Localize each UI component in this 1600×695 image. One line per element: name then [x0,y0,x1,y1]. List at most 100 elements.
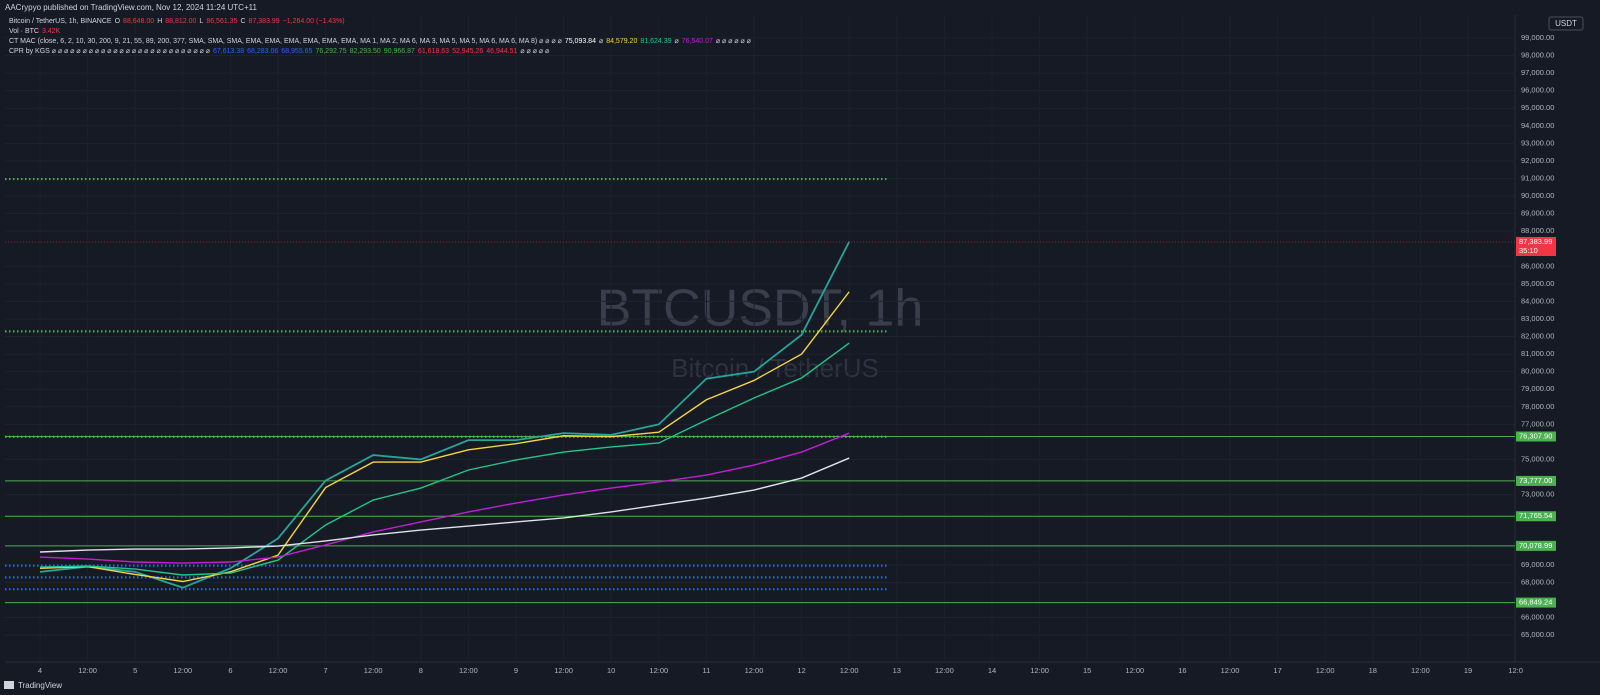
x-tick-label: 17 [1273,666,1281,675]
legend-value: ⌀ [598,38,604,45]
legend-line: CPR by KGS ⌀ ⌀ ⌀ ⌀ ⌀ ⌀ ⌀ ⌀ ⌀ ⌀ ⌀ ⌀ ⌀ ⌀ ⌀… [9,47,552,55]
y-tick-label: 75,000.00 [1521,454,1554,463]
y-tick-label: 82,000.00 [1521,332,1554,341]
y-tick-label: 73,000.00 [1521,490,1554,499]
last-price-label: 87,383.99 [1519,237,1552,246]
legend-value: L [199,18,204,25]
y-tick-label: 92,000.00 [1521,156,1554,165]
x-tick-label: 16 [1178,666,1186,675]
y-tick-label: 85,000.00 [1521,279,1554,288]
y-tick-label: 91,000.00 [1521,173,1554,182]
legend-value: 76,540.07 [681,38,713,45]
level-tag [1516,597,1556,608]
y-tick-label: 78,000.00 [1521,402,1554,411]
y-tick-label: 83,000.00 [1521,314,1554,323]
y-tick-label: 94,000.00 [1521,121,1554,130]
x-tick-label: 4 [38,666,42,675]
footer-logo [4,681,14,689]
currency-box[interactable] [1548,16,1584,31]
watermark-subtitle: Bitcoin / TetherUS [671,353,879,383]
y-tick-label: 90,000.00 [1521,191,1554,200]
x-tick-label: 19 [1464,666,1472,675]
y-tick-label: 84,000.00 [1521,296,1554,305]
x-tick-label: 6 [228,666,232,675]
level-tag-label: 71,765.54 [1519,511,1552,520]
x-tick-label: 12:00 [1030,666,1049,675]
x-tick-label: 12:00 [1125,666,1144,675]
y-tick-label: 99,000.00 [1521,33,1554,42]
x-tick-label: 12:00 [1221,666,1240,675]
x-tick-label: 12:00 [269,666,288,675]
legend-value: O [114,18,121,25]
x-tick-label: 12:00 [173,666,192,675]
x-tick-label: 12:00 [649,666,668,675]
y-tick-label: 65,000.00 [1521,630,1554,639]
watermark-title: BTCUSDT, 1h [597,280,924,338]
y-tick-label: 80,000.00 [1521,367,1554,376]
legend-value: −1,264.00 (−1.43%) [282,18,345,25]
currency[interactable]: USDT [1555,19,1577,28]
x-tick-label: 9 [514,666,518,675]
legend-value: 82,293.50 [349,47,381,55]
y-tick-label: 69,000.00 [1521,560,1554,569]
series-line [39,291,850,583]
x-tick-label: 12:00 [554,666,573,675]
y-tick-label: 68,000.00 [1521,577,1554,586]
countdown: 35:10 [1519,246,1538,255]
x-tick-label: 13 [893,666,901,675]
y-tick-label: 86,000.00 [1521,261,1554,270]
legend-value: 76,292.75 [315,47,347,55]
y-tick-label: 77,000.00 [1521,419,1554,428]
series-line [39,342,850,576]
x-tick-label: 12:00 [935,666,954,675]
x-tick-label: 12:00 [745,666,764,675]
level-tag [1516,475,1556,486]
legend-value: 87,383.99 [248,18,280,25]
legend-value: CPR by KGS ⌀ ⌀ ⌀ ⌀ ⌀ ⌀ ⌀ ⌀ ⌀ ⌀ ⌀ ⌀ ⌀ ⌀ ⌀… [9,47,210,55]
y-tick-label: 98,000.00 [1521,51,1554,60]
x-tick-label: 12:00 [78,666,97,675]
legend-value: 3.42K [41,27,61,35]
level-tag [1516,431,1556,442]
legend-value: 52,945.26 [452,47,484,55]
x-tick-label: 15 [1083,666,1091,675]
y-tick-label: 93,000.00 [1521,138,1554,147]
legend-value: 81,624.39 [640,38,672,45]
level-tag-label: 66,849.24 [1519,598,1552,607]
published: AACrypyo published on TradingView.com, N… [5,3,257,12]
y-tick-label: 95,000.00 [1521,103,1554,112]
x-tick-label: 12:00 [1316,666,1335,675]
legend-value: ⌀ ⌀ ⌀ ⌀ ⌀ [520,47,550,55]
legend-value: CT MAC (close, 6, 2, 10, 30, 200, 9, 21,… [9,38,562,45]
legend-value: 88,812.00 [165,18,197,25]
legend-value: 84,579.20 [606,38,638,45]
legend-value: 88,648.00 [123,18,155,25]
y-tick-label: 96,000.00 [1521,86,1554,95]
x-tick-label: 12:00 [459,666,478,675]
legend-value: 61,618.63 [417,47,450,55]
legend-value: ⌀ [674,38,679,45]
y-tick-label: 79,000.00 [1521,384,1554,393]
x-tick-label: 18 [1369,666,1377,675]
y-tick-label: 89,000.00 [1521,209,1554,218]
level-tag [1516,511,1556,522]
x-tick-label: 12:00 [1411,666,1430,675]
x-tick-label: 8 [419,666,423,675]
series-line [39,457,850,553]
y-tick-label: 66,000.00 [1521,612,1554,621]
level-tag [1516,540,1556,551]
x-tick-label: 11 [703,666,711,675]
legend-value: Vol · BTC [9,27,39,35]
x-tick-label: 14 [988,666,996,675]
legend-value: ⌀ ⌀ ⌀ ⌀ ⌀ ⌀ [715,38,751,45]
legend-value: 90,966.87 [383,47,415,55]
x-tick-label: 12:00 [840,666,859,675]
y-tick-label: 81,000.00 [1521,349,1554,358]
level-tag-label: 76,307.90 [1519,431,1552,440]
legend-line: CT MAC (close, 6, 2, 10, 30, 200, 9, 21,… [9,37,754,45]
x-tick-label: 5 [133,666,137,675]
x-tick-label: 12:00 [364,666,383,675]
